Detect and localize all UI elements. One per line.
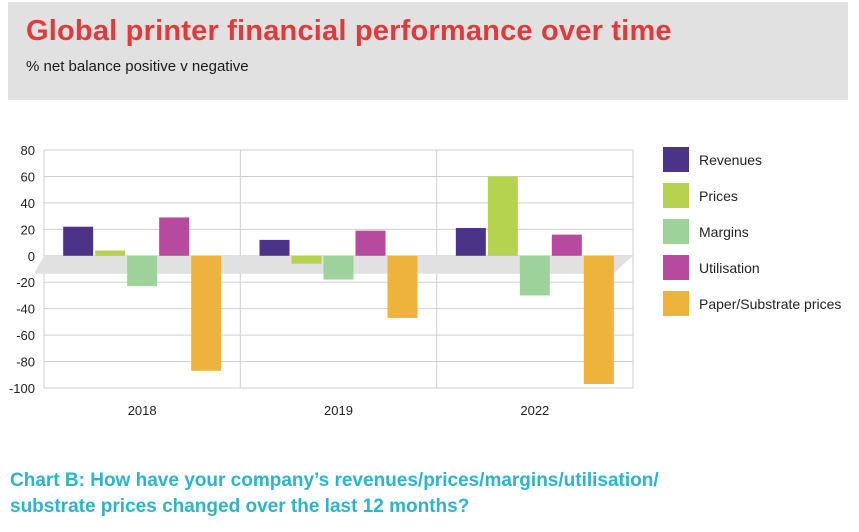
caption-line-1: Chart B: How have your company’s revenue… (10, 470, 659, 491)
bar-paper-substrate-prices-2019 (387, 255, 418, 318)
legend-label: Prices (699, 188, 738, 204)
bar-prices-2022 (487, 176, 518, 256)
x-tick-label: 2022 (520, 403, 549, 418)
bar-margins-2018 (127, 255, 158, 287)
x-tick-label: 2018 (128, 403, 157, 418)
legend: Revenues Prices Margins Utilisation Paper/Su… (663, 147, 841, 316)
legend-swatch (663, 291, 689, 316)
legend-swatch (663, 183, 689, 208)
chart-subtitle: % net balance positive v negative (26, 58, 249, 75)
y-tick-label: 80 (21, 143, 35, 158)
x-tick-label: 2019 (324, 403, 353, 418)
legend-swatch (663, 219, 689, 244)
y-tick-label: -40 (16, 302, 35, 317)
x-axis-ticks: 2018 2019 2022 (128, 403, 550, 418)
bar-paper-substrate-prices-2018 (191, 255, 222, 371)
bar-chart: 80 60 40 20 0 -20 -40 -60 -80 -100 2018 2019 2022 R… (9, 143, 841, 418)
y-tick-label: 20 (21, 222, 35, 237)
legend-swatch (663, 255, 689, 280)
bar-utilisation-2022 (551, 234, 582, 256)
chart-caption: Chart B: How have your company’s revenue… (10, 468, 850, 520)
bars-layer (63, 176, 614, 385)
y-tick-label: 60 (21, 169, 35, 184)
y-axis-ticks: 80 60 40 20 0 -20 -40 -60 -80 -100 (9, 143, 35, 396)
bar-prices-2018 (95, 250, 126, 256)
y-tick-label: -20 (16, 275, 35, 290)
bar-paper-substrate-prices-2022 (583, 255, 614, 385)
bar-prices-2019 (291, 255, 322, 264)
bar-revenues-2019 (259, 239, 290, 256)
bar-margins-2022 (519, 255, 550, 296)
header-banner: Global printer financial performance ove… (8, 2, 848, 100)
legend-label: Paper/Substrate prices (699, 296, 841, 312)
y-tick-label: 40 (21, 196, 35, 211)
bar-revenues-2018 (63, 226, 94, 256)
legend-swatch (663, 147, 689, 172)
chart-title: Global printer financial performance ove… (26, 15, 672, 47)
legend-label: Utilisation (699, 260, 760, 276)
y-tick-label: -100 (9, 381, 35, 396)
y-tick-label: 0 (28, 249, 35, 264)
caption-line-2: substrate prices changed over the last 1… (10, 496, 470, 517)
bar-utilisation-2019 (355, 230, 386, 256)
bar-revenues-2022 (455, 228, 486, 256)
bar-margins-2019 (323, 255, 354, 280)
legend-label: Revenues (699, 152, 762, 168)
legend-label: Margins (699, 224, 749, 240)
y-tick-label: -80 (16, 355, 35, 370)
bar-utilisation-2018 (159, 217, 190, 256)
y-tick-label: -60 (16, 328, 35, 343)
